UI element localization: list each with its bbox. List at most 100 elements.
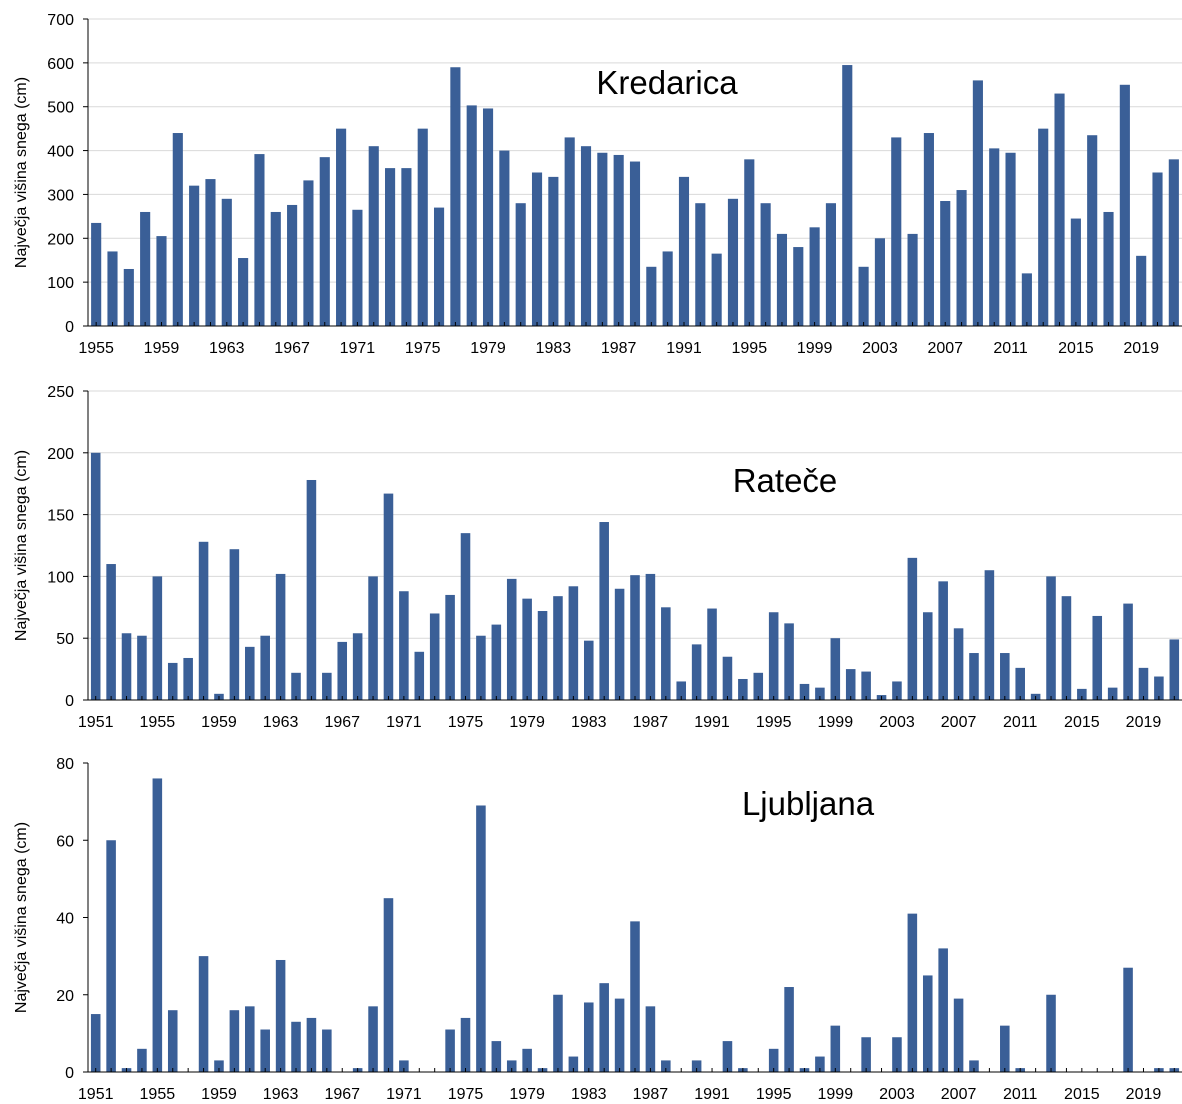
bar xyxy=(140,211,151,326)
bar xyxy=(984,570,995,700)
x-tick-label: 2019 xyxy=(1126,1086,1162,1103)
bar xyxy=(466,105,477,326)
y-tick-label: 40 xyxy=(56,911,74,928)
bar xyxy=(722,656,733,700)
bar xyxy=(183,657,193,700)
bar xyxy=(445,594,455,700)
bar xyxy=(695,203,706,326)
bar xyxy=(661,1060,671,1072)
chart-1: 0 50 100 150 200 250 1951 1955 1959 1963 1967 1971 1… xyxy=(13,384,1182,731)
bar xyxy=(306,479,317,700)
bar xyxy=(956,190,967,326)
bar xyxy=(152,778,163,1072)
bar xyxy=(691,644,702,700)
bar xyxy=(499,150,510,326)
x-tick-label: 1959 xyxy=(201,1086,237,1103)
bar xyxy=(152,576,163,700)
x-tick-label: 1959 xyxy=(201,714,237,731)
bar xyxy=(291,672,301,700)
bar xyxy=(531,172,543,326)
bar xyxy=(760,203,771,326)
bar xyxy=(630,575,640,700)
bar xyxy=(809,227,820,326)
bar xyxy=(861,1037,871,1072)
bar xyxy=(691,1060,702,1072)
bar xyxy=(891,137,902,326)
bar xyxy=(106,564,116,700)
bar xyxy=(433,207,445,326)
x-tick-label: 1967 xyxy=(324,714,360,731)
x-tick-label: 2007 xyxy=(927,340,963,357)
x-tick-label: 1991 xyxy=(694,714,730,731)
x-tick-label: 2011 xyxy=(1003,1086,1038,1103)
x-tick-label: 2007 xyxy=(941,714,977,731)
bar xyxy=(245,1006,255,1072)
bar xyxy=(564,137,575,326)
bar xyxy=(678,176,690,326)
bar xyxy=(205,179,216,326)
bar xyxy=(645,573,656,700)
chart-2: 0 20 40 60 80 1951 1955 1959 1963 1967 1971 1975 197… xyxy=(13,756,1182,1103)
x-tick-label: 1975 xyxy=(448,1086,484,1103)
y-tick-label: 250 xyxy=(47,384,74,401)
x-tick-label: 2015 xyxy=(1064,1086,1100,1103)
bar xyxy=(1092,615,1103,700)
bar xyxy=(969,653,979,700)
bar xyxy=(1123,603,1133,700)
bar xyxy=(1138,667,1149,700)
bar xyxy=(645,1006,656,1072)
bar xyxy=(429,613,440,700)
bar xyxy=(727,198,739,326)
bar xyxy=(1119,84,1130,327)
x-tick-label: 1963 xyxy=(263,714,299,731)
bar xyxy=(337,641,348,700)
bar xyxy=(662,251,673,326)
bar xyxy=(460,533,471,700)
x-tick-label: 1995 xyxy=(732,340,768,357)
bar xyxy=(629,161,641,326)
bar xyxy=(322,672,332,700)
x-tick-label: 1959 xyxy=(144,340,180,357)
bar xyxy=(892,1037,902,1072)
bar xyxy=(614,998,625,1072)
bar xyxy=(198,541,209,700)
bar xyxy=(599,522,609,700)
bar xyxy=(799,683,810,700)
x-tick-label: 1975 xyxy=(448,714,484,731)
bar xyxy=(599,983,609,1072)
bar xyxy=(722,1041,733,1072)
bar xyxy=(793,247,804,326)
x-tick-label: 1987 xyxy=(633,714,669,731)
x-tick-label: 1987 xyxy=(601,340,637,357)
bar xyxy=(568,1056,579,1072)
bar xyxy=(1021,273,1032,326)
y-tick-label: 100 xyxy=(47,569,74,586)
bar xyxy=(287,204,298,326)
bar xyxy=(614,588,625,700)
x-tick-label: 1979 xyxy=(509,1086,545,1103)
x-tick-label: 2003 xyxy=(862,340,898,357)
bar xyxy=(858,266,869,326)
bar xyxy=(476,635,486,700)
bar xyxy=(238,258,249,326)
bar xyxy=(156,236,167,326)
x-tick-label: 1999 xyxy=(818,714,854,731)
bar xyxy=(450,67,461,326)
bar xyxy=(417,128,428,326)
y-tick-label: 60 xyxy=(56,833,74,850)
bar xyxy=(322,1029,332,1072)
x-tick-label: 1955 xyxy=(78,340,114,357)
bar xyxy=(90,1014,101,1072)
bar xyxy=(553,596,563,700)
bar xyxy=(1000,1025,1010,1072)
bar xyxy=(445,1029,455,1072)
bar xyxy=(336,128,347,326)
bar xyxy=(845,669,856,700)
bar xyxy=(229,1010,240,1072)
bar xyxy=(874,238,885,326)
bar xyxy=(907,913,918,1072)
bar xyxy=(368,146,379,326)
bar xyxy=(254,154,265,326)
x-tick-label: 1971 xyxy=(340,340,376,357)
bar xyxy=(784,623,794,700)
